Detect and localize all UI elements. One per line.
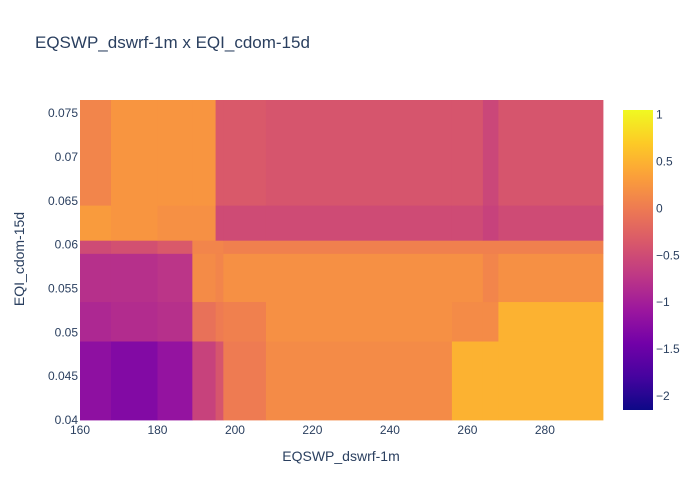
heatmap-cell [265,341,453,421]
heatmap-cell [482,240,499,254]
colorbar-tick-label: −1 [656,295,670,309]
x-tick-label: 260 [457,423,477,437]
heatmap-cell [215,301,224,342]
x-tick-label: 180 [147,423,167,437]
y-tick-label: 0.055 [48,281,78,295]
heatmap-cell [498,240,604,254]
colorbar-tick-label: 0.5 [656,155,673,169]
chart-title: EQSWP_dswrf-1m x EQI_cdom-15d [35,33,310,52]
heatmap-cell [215,240,224,254]
heatmap-cell [223,253,267,303]
heatmap-cell [498,301,604,342]
heatmap-cell [110,253,158,303]
heatmap-cell [498,205,604,241]
heatmap-cell [482,341,499,421]
heatmap-cell [265,205,453,241]
y-tick-label: 0.07 [55,150,79,164]
y-tick-label: 0.045 [48,369,78,383]
heatmap-cell [451,253,484,303]
heatmap-cell [110,341,158,421]
x-axis-title: EQSWP_dswrf-1m [282,448,399,464]
y-axis: 0.04 0.045 0.05 0.055 0.06 0.065 0.07 0.075 [48,106,78,427]
y-axis-title: EQI_cdom-15d [11,212,27,306]
heatmap-cell [80,240,112,254]
heatmap-cell [110,240,158,254]
colorbar-tick-label: −1.5 [656,342,680,356]
heatmap-cell [265,100,453,206]
heatmap-cell [192,205,216,241]
colorbar-tick-label: −0.5 [656,248,680,262]
heatmap-cell [157,240,193,254]
heatmap-cell [80,205,112,241]
heatmap-cell [223,205,267,241]
heatmap-cell [451,205,484,241]
y-tick-label: 0.04 [55,413,79,427]
x-tick-label: 240 [380,423,400,437]
heatmap-cell [223,100,267,206]
heatmap-cell [223,341,267,421]
heatmap-cell [80,301,112,342]
heatmap-cell [192,240,216,254]
colorbar-gradient [623,110,653,410]
heatmap-cell [192,301,216,342]
heatmap-cell [192,253,216,303]
plot-area [80,100,604,421]
x-tick-label: 280 [535,423,555,437]
x-tick-label: 200 [225,423,245,437]
heatmap-cell [451,100,484,206]
heatmap-cell [80,341,112,421]
heatmap-cell [80,253,112,303]
heatmap-cell [192,100,216,206]
heatmap-cell [215,205,224,241]
y-tick-label: 0.06 [55,238,79,252]
heatmap-cell [157,301,193,342]
heatmap-cell [498,341,604,421]
heatmap-cell [215,253,224,303]
heatmap-cell [265,240,453,254]
heatmap-cell [157,100,193,206]
y-tick-label: 0.065 [48,194,78,208]
heatmap-cell [482,301,499,342]
heatmap-cell [215,100,224,206]
colorbar-tick-label: −2 [656,389,670,403]
heatmap-cell [451,341,484,421]
heatmap-cell [223,240,267,254]
heatmap-cell [498,100,604,206]
heatmap-cell [192,341,216,421]
heatmap-cell [110,100,158,206]
heatmap-cell [498,253,604,303]
heatmap-cell [451,301,484,342]
x-tick-label: 160 [70,423,90,437]
heatmap-cell [80,100,112,206]
heatmap-cell [215,341,224,421]
heatmap-cell [265,301,453,342]
colorbar-tick-label: 1 [656,108,663,122]
heatmap-cell [110,205,158,241]
heatmap-cell [157,253,193,303]
heatmap-cell [482,100,499,206]
y-tick-label: 0.075 [48,106,78,120]
heatmap-cell [482,253,499,303]
x-axis: 160 180 200 220 240 260 280 [70,423,555,437]
colorbar: 1 0.5 0 −0.5 −1 −1.5 −2 [623,108,680,410]
heatmap-cell [157,341,193,421]
heatmap-cell [223,301,267,342]
heatmap-cell [157,205,193,241]
y-tick-label: 0.05 [55,325,79,339]
heatmap-cell [482,205,499,241]
heatmap-cell [451,240,484,254]
heatmap-cell [110,301,158,342]
colorbar-tick-label: 0 [656,201,663,215]
x-tick-label: 220 [302,423,322,437]
heatmap-cell [265,253,453,303]
